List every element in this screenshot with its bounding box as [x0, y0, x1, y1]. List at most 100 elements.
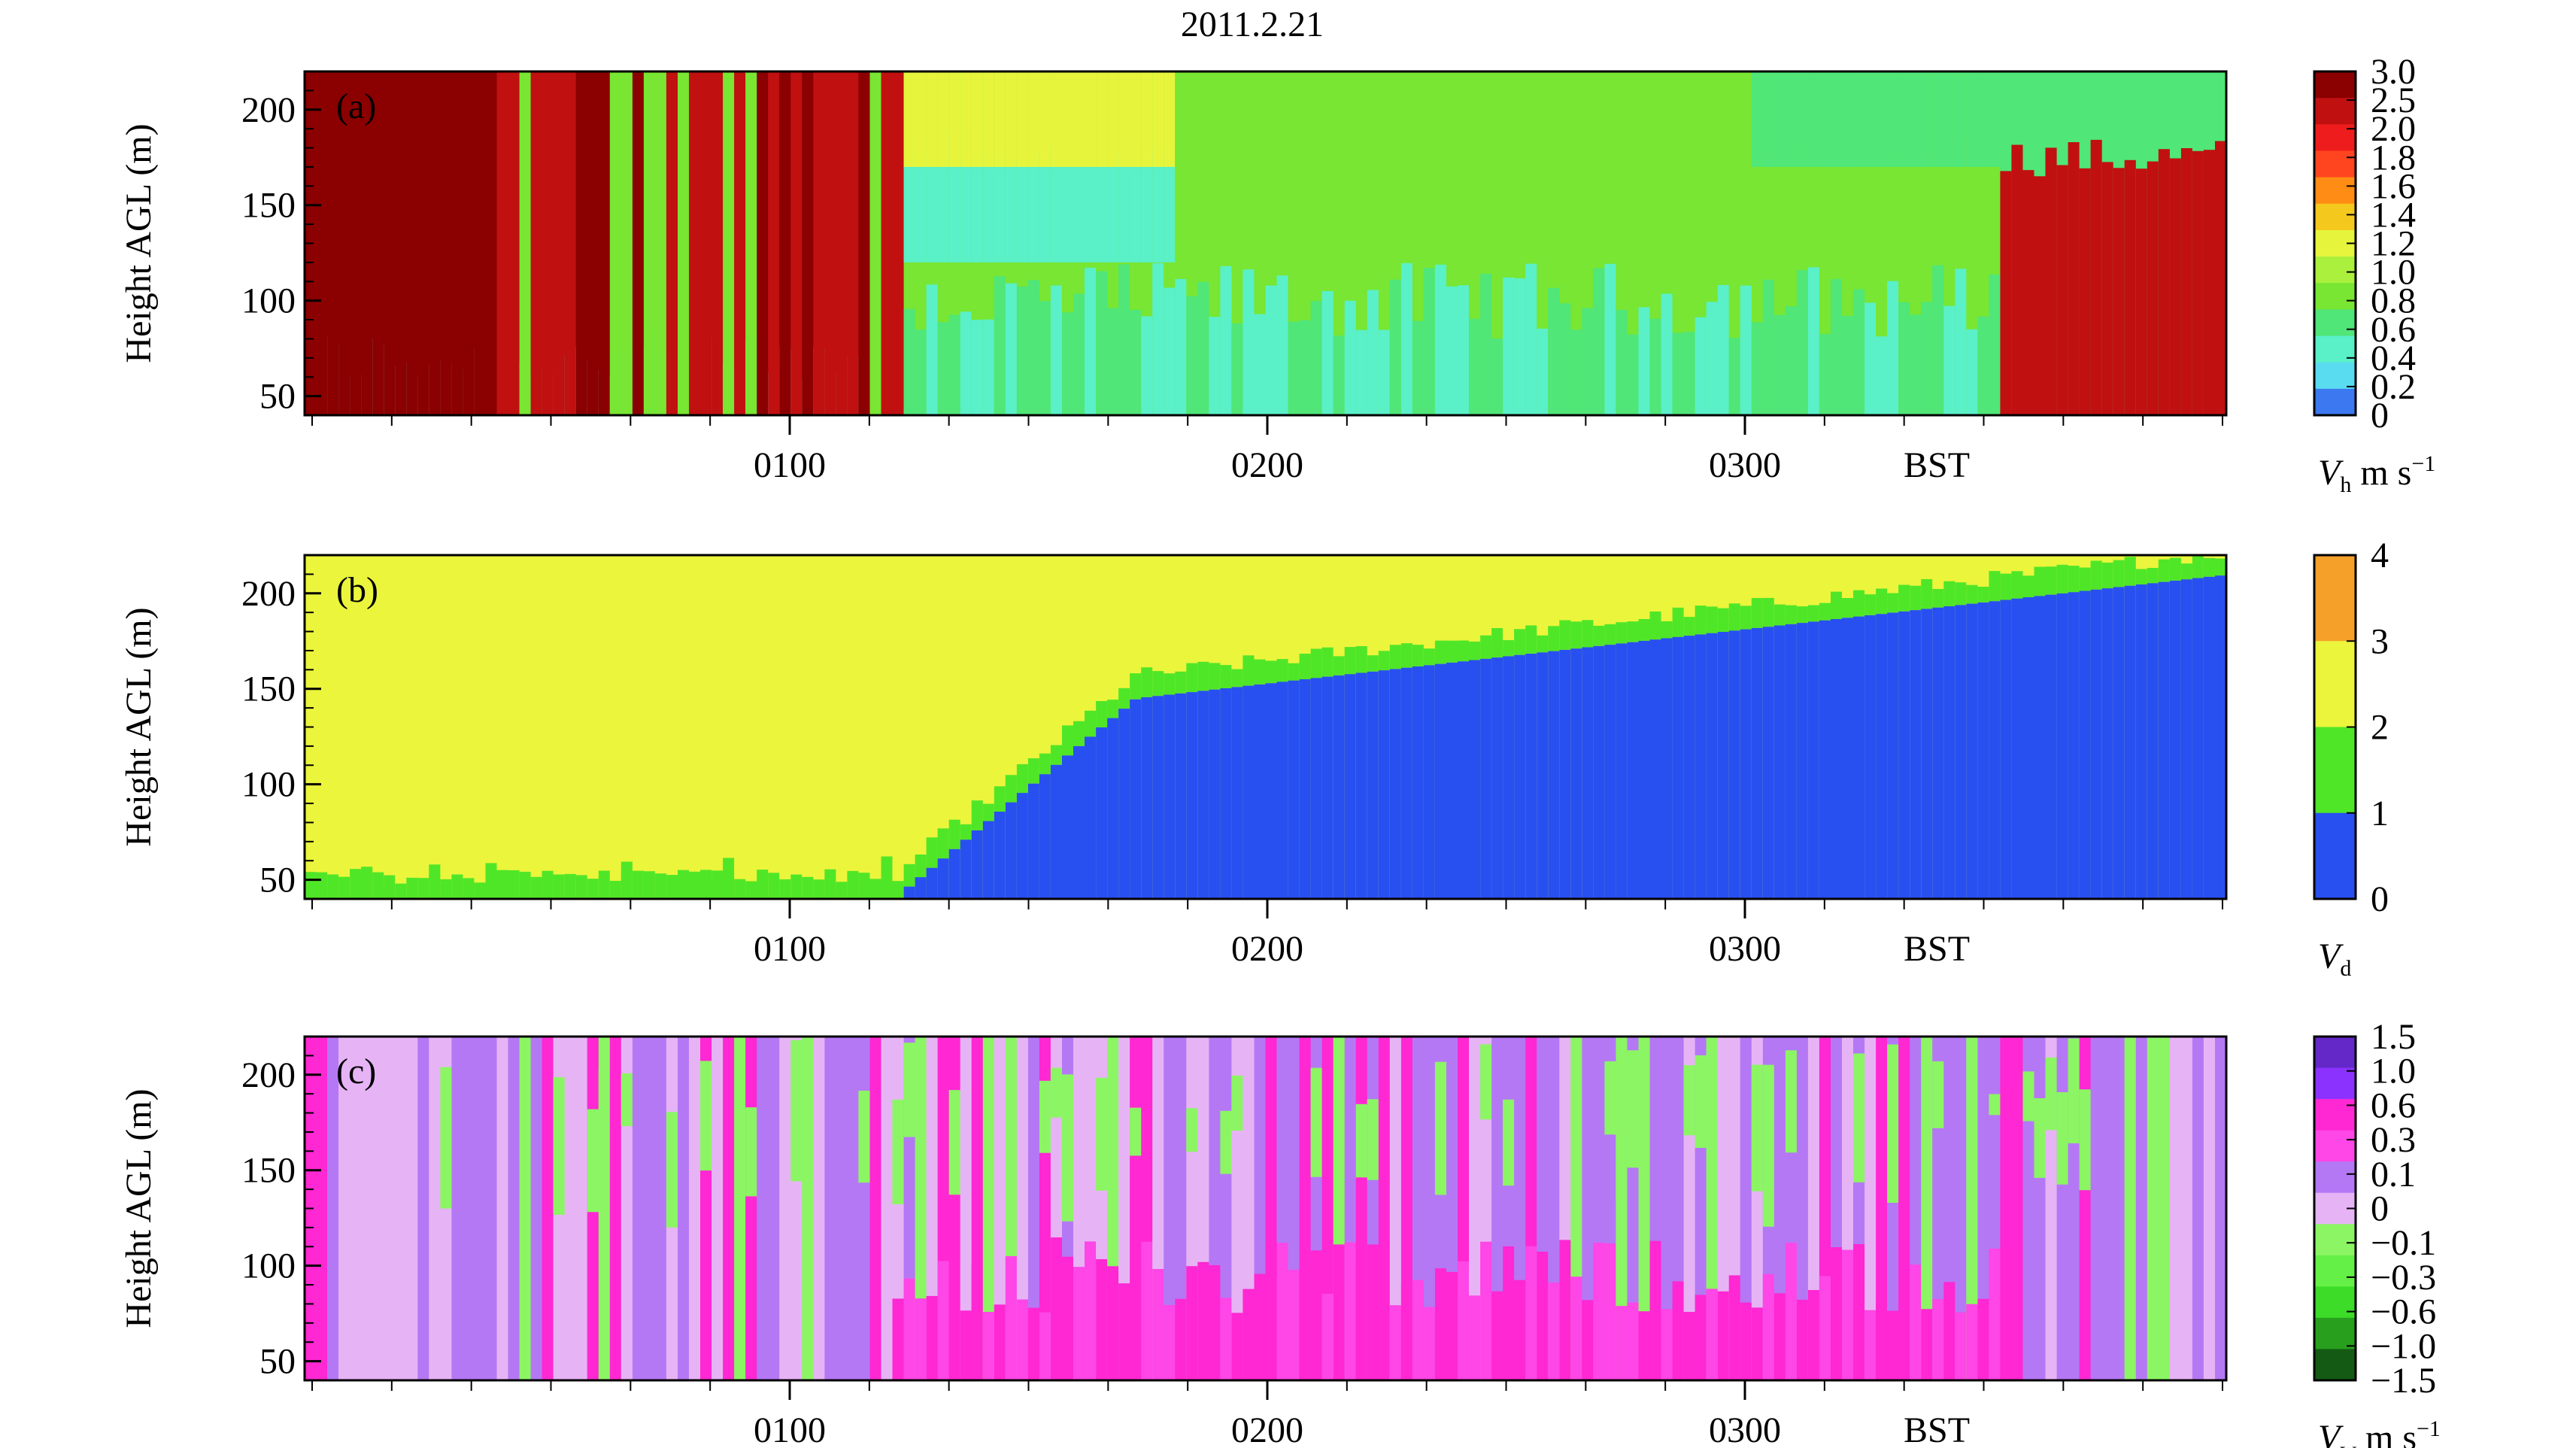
- heatmap-cell: [1898, 1037, 1910, 1380]
- heatmap-cell: [1027, 1307, 1040, 1380]
- heatmap-cell: [948, 848, 961, 899]
- heatmap-cell: [1378, 329, 1391, 415]
- heatmap-cell: [937, 1261, 950, 1380]
- heatmap-cell: [451, 555, 463, 899]
- heatmap-cell: [666, 1112, 678, 1228]
- colorbar-swatch: [2314, 1067, 2356, 1100]
- colorbar-tick-label: 3: [2371, 621, 2389, 661]
- heatmap-cell: [960, 71, 972, 167]
- heatmap-cell: [654, 1037, 667, 1380]
- heatmap-cell: [1876, 336, 1888, 415]
- heatmap-cell: [1853, 150, 1865, 263]
- heatmap-cell: [1649, 71, 1662, 167]
- heatmap-cell: [1514, 629, 1526, 655]
- heatmap-cell: [1423, 665, 1436, 899]
- heatmap-cell: [1412, 141, 1425, 263]
- heatmap-cell: [1683, 617, 1696, 636]
- heatmap-cell: [802, 555, 814, 899]
- heatmap-cell: [1819, 620, 1831, 899]
- heatmap-cell: [1955, 1037, 1967, 1380]
- heatmap-cell: [712, 1037, 724, 1380]
- heatmap-cell: [1039, 71, 1051, 167]
- colorbar-swatch: [2314, 1317, 2356, 1349]
- heatmap-cell: [1288, 663, 1300, 681]
- heatmap-cell: [948, 819, 961, 849]
- heatmap-cell: [1537, 71, 1549, 167]
- heatmap-cell: [474, 71, 486, 415]
- heatmap-cell: [937, 858, 950, 899]
- heatmap-cell: [609, 1037, 622, 1380]
- x-unit-label: BST: [1904, 929, 1970, 969]
- heatmap-cell: [643, 71, 656, 415]
- heatmap-cell: [1130, 1107, 1142, 1156]
- heatmap-cell: [2000, 1037, 2012, 1380]
- heatmap-cell: [1910, 1264, 1922, 1380]
- heatmap-cell: [768, 873, 780, 899]
- heatmap-cell: [620, 555, 633, 899]
- heatmap-cell: [2147, 161, 2159, 415]
- heatmap-cell: [915, 71, 927, 167]
- heatmap-cell: [508, 555, 520, 899]
- heatmap-cell: [451, 874, 463, 899]
- heatmap-cell: [1412, 666, 1425, 899]
- heatmap-cell: [1706, 1289, 1719, 1380]
- heatmap-cell: [327, 874, 339, 899]
- heatmap-cell: [1683, 332, 1696, 415]
- heatmap-cell: [858, 1091, 870, 1183]
- heatmap-cell: [1593, 1243, 1605, 1380]
- heatmap-cell: [1016, 763, 1029, 794]
- heatmap-cell: [1514, 1280, 1526, 1380]
- heatmap-cell: [1717, 151, 1730, 263]
- heatmap-cell: [451, 71, 463, 415]
- heatmap-cell: [1434, 71, 1447, 167]
- heatmap-cell: [1537, 153, 1549, 263]
- heatmap-cell: [2045, 147, 2058, 415]
- heatmap-cell: [881, 856, 894, 899]
- heatmap-cell: [1412, 320, 1425, 415]
- heatmap-cell: [994, 71, 1006, 167]
- heatmap-cell: [2192, 1037, 2204, 1380]
- heatmap-cell: [1989, 601, 2001, 899]
- heatmap-cell: [2158, 559, 2171, 582]
- heatmap-cell: [1107, 700, 1119, 718]
- heatmap-cell: [2068, 142, 2080, 415]
- heatmap-cell: [1921, 1309, 1933, 1380]
- heatmap-cell: [926, 71, 939, 167]
- heatmap-cell: [1842, 1249, 1854, 1380]
- heatmap-cell: [1458, 1261, 1470, 1380]
- heatmap-cell: [1333, 656, 1346, 675]
- heatmap-cell: [2147, 568, 2159, 584]
- x-tick-label: 0300: [1709, 929, 1781, 969]
- heatmap-cell: [2192, 555, 2204, 578]
- heatmap-cell: [575, 875, 588, 899]
- heatmap-cell: [1887, 1044, 1899, 1203]
- heatmap-cell: [2045, 566, 2058, 595]
- heatmap-cell: [1582, 308, 1594, 415]
- heatmap-cell: [1016, 287, 1029, 415]
- heatmap-cell: [2022, 597, 2035, 899]
- heatmap-cell: [915, 137, 927, 263]
- heatmap-cell: [1118, 688, 1130, 709]
- heatmap-cell: [395, 1037, 407, 1380]
- heatmap-cell: [1977, 602, 1989, 899]
- heatmap-cell: [1728, 338, 1741, 415]
- heatmap-cell: [847, 870, 859, 899]
- heatmap-cell: [712, 71, 724, 415]
- y-tick-label: 50: [259, 377, 296, 417]
- heatmap-cell: [1559, 620, 1571, 650]
- heatmap-cell: [1604, 624, 1616, 645]
- heatmap-cell: [858, 1037, 870, 1380]
- heatmap-cell: [1943, 1282, 1956, 1380]
- colorbar-swatch: [2314, 362, 2356, 390]
- heatmap-cell: [474, 882, 486, 899]
- heatmap-cell: [2011, 144, 2023, 415]
- heatmap-cell: [915, 1298, 927, 1380]
- heatmap-cell: [802, 876, 814, 899]
- heatmap-cell: [836, 882, 848, 899]
- heatmap-cell: [395, 883, 407, 899]
- heatmap-cell: [1085, 267, 1097, 415]
- heatmap-cell: [2124, 1037, 2137, 1380]
- heatmap-cell: [1367, 1099, 1379, 1180]
- heatmap-cell: [1672, 607, 1685, 637]
- heatmap-cell: [1027, 1037, 1040, 1380]
